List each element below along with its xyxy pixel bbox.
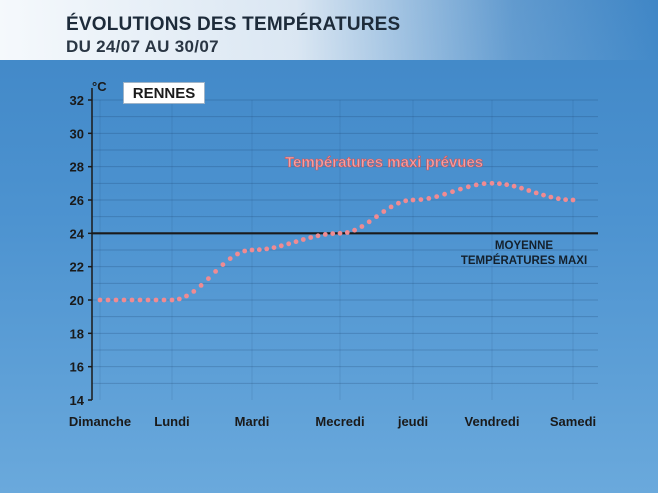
series-point: [198, 283, 204, 288]
series-point: [426, 196, 432, 201]
y-tick-label: 16: [70, 360, 84, 375]
series-point: [322, 232, 328, 237]
series-point: [213, 269, 219, 274]
series-point: [489, 180, 495, 186]
series-point: [227, 256, 233, 261]
series-point: [465, 184, 471, 190]
series-point: [256, 247, 262, 253]
series-point: [526, 188, 532, 193]
series-point: [191, 289, 197, 294]
series-point: [206, 276, 211, 281]
series-point: [410, 197, 416, 203]
series-point: [184, 293, 189, 299]
series-point: [352, 227, 357, 233]
series-point: [220, 262, 226, 267]
x-tick-label: Dimanche: [69, 414, 131, 429]
series-point: [570, 197, 576, 203]
chart-gridlines: [92, 99, 598, 400]
x-tick-label: Vendredi: [465, 414, 520, 429]
series-point: [548, 194, 554, 200]
city-label: RENNES: [123, 82, 205, 104]
series-point: [359, 224, 365, 229]
x-tick-label: Lundi: [154, 414, 189, 429]
series-point: [541, 192, 546, 198]
series-point: [97, 297, 103, 303]
series-point: [145, 297, 151, 303]
series-point: [396, 200, 401, 206]
average-label-line-1: MOYENNE: [495, 240, 553, 252]
y-axis-unit-label: °C: [92, 79, 107, 94]
series-point: [450, 189, 455, 195]
forecast-series-label: Températures maxi prévues: [285, 154, 483, 171]
series-point: [129, 297, 135, 303]
y-tick-label: 26: [70, 193, 84, 208]
series-point: [330, 231, 336, 237]
series-point: [388, 204, 394, 210]
y-tick-label: 24: [70, 226, 85, 241]
series-point: [169, 297, 175, 303]
series-point: [374, 214, 379, 220]
series-point: [344, 230, 350, 235]
series-point: [308, 235, 314, 240]
x-tick-label: jeudi: [397, 414, 428, 429]
series-point: [511, 183, 517, 189]
series-point: [249, 247, 255, 253]
average-label-line-2: TEMPÉRATURES MAXI: [461, 254, 587, 267]
series-point: [121, 297, 127, 303]
series-point: [504, 182, 510, 188]
y-tick-label: 30: [70, 126, 84, 141]
x-tick-label: Samedi: [550, 414, 596, 429]
series-point: [458, 186, 463, 192]
series-point: [442, 191, 447, 197]
series-point: [278, 243, 284, 249]
x-axis-ticks: Dimanche Lundi Mardi Mecredi jeudi Vendredi Sa…: [69, 414, 596, 429]
series-point: [366, 219, 372, 225]
series-point: [418, 197, 424, 203]
series-point: [555, 196, 561, 202]
chart-subtitle: DU 24/07 AU 30/07: [66, 37, 219, 56]
y-tick-label: 14: [70, 393, 85, 408]
x-tick-label: Mecredi: [315, 414, 364, 429]
series-point: [105, 297, 111, 303]
series-point: [473, 182, 479, 188]
series-point: [300, 237, 306, 242]
series-point: [286, 241, 292, 247]
series-point: [271, 245, 277, 251]
series-point: [519, 185, 524, 191]
series-point: [337, 230, 343, 236]
series-point: [403, 198, 409, 204]
series-point: [153, 297, 159, 303]
series-point: [434, 194, 440, 200]
series-point: [137, 297, 143, 303]
series-point: [235, 251, 240, 257]
series-point: [563, 197, 568, 203]
series-point: [161, 297, 167, 303]
series-point: [533, 190, 539, 196]
chart-title: ÉVOLUTIONS DES TEMPÉRATURES: [66, 14, 401, 35]
series-point: [381, 209, 387, 214]
series-point: [481, 181, 487, 187]
series-point: [113, 297, 119, 303]
series-point: [264, 246, 270, 252]
series-point: [176, 296, 182, 302]
y-tick-label: 28: [70, 160, 84, 175]
series-point: [497, 181, 502, 187]
series-point: [315, 233, 321, 239]
y-tick-label: 32: [70, 93, 84, 108]
y-axis-ticks: 14 16 18 20 22 24 26 28 30 32: [70, 93, 92, 408]
title-band: [0, 0, 658, 60]
y-tick-label: 20: [70, 293, 84, 308]
series-point: [293, 239, 299, 245]
forecast-temperature-series: [97, 180, 576, 303]
y-tick-label: 22: [70, 260, 84, 275]
x-tick-label: Mardi: [235, 414, 270, 429]
y-tick-label: 18: [70, 326, 84, 341]
series-point: [242, 248, 248, 254]
